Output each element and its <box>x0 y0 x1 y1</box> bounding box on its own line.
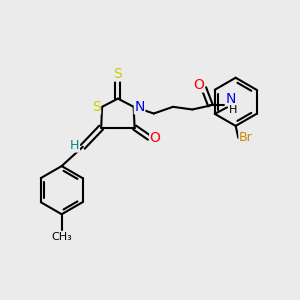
Text: S: S <box>113 67 122 81</box>
Text: H: H <box>70 139 80 152</box>
Text: O: O <box>150 131 160 145</box>
Text: H: H <box>229 105 237 115</box>
Text: Br: Br <box>239 131 253 145</box>
Text: CH₃: CH₃ <box>51 232 72 242</box>
Text: N: N <box>225 92 236 106</box>
Text: O: O <box>194 78 204 92</box>
Text: S: S <box>92 100 100 114</box>
Text: N: N <box>134 100 145 114</box>
